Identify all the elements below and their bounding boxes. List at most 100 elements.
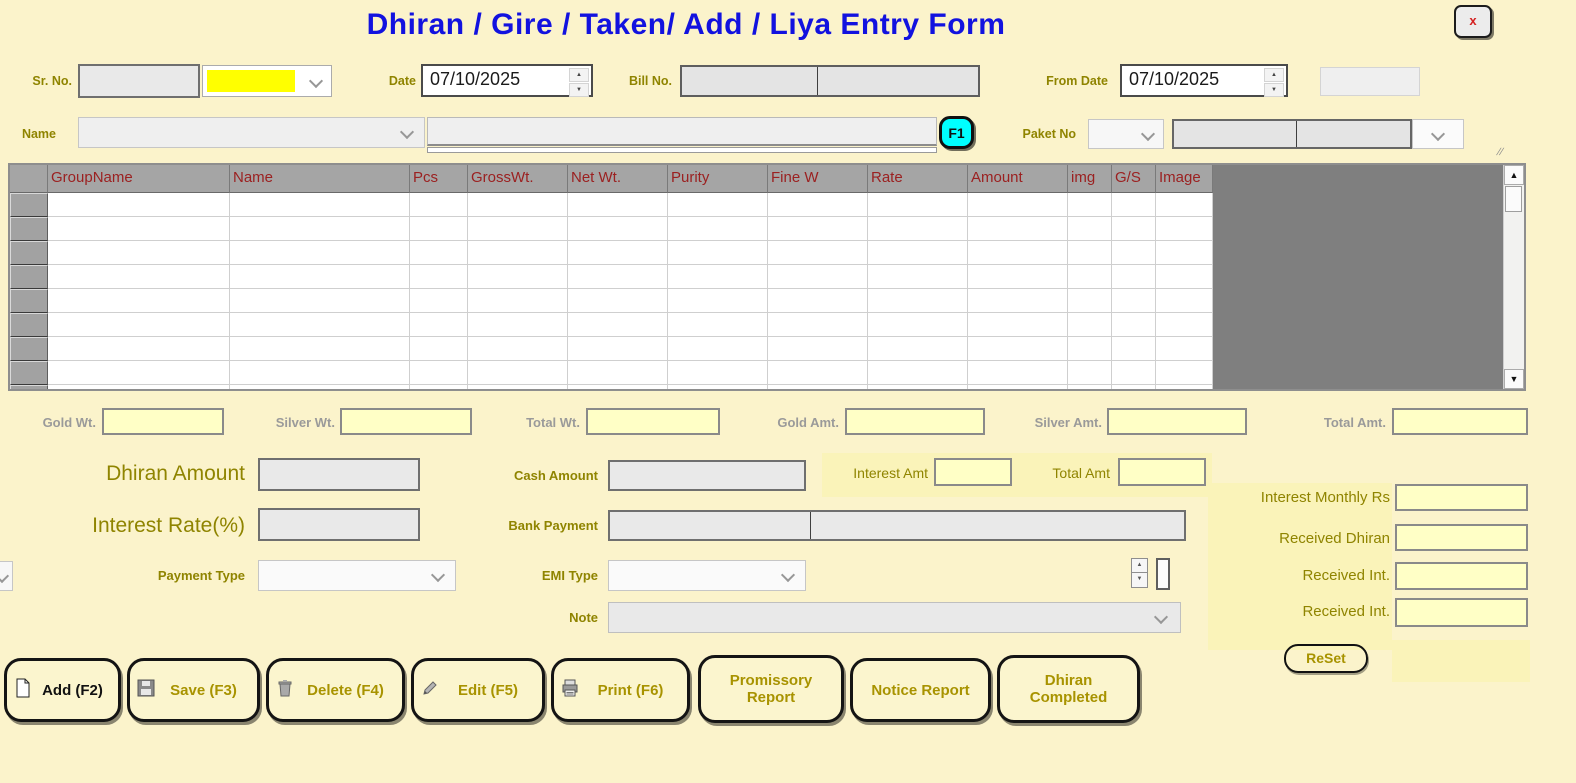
resize-grip-icon[interactable]: //	[1494, 147, 1505, 158]
grid-cell[interactable]	[1156, 193, 1213, 217]
gold-wt-input[interactable]	[102, 408, 224, 435]
grid-cell[interactable]	[230, 313, 410, 337]
row-header-cell[interactable]	[10, 313, 48, 337]
grid-cell[interactable]	[230, 241, 410, 265]
save-button[interactable]: Save (F3)	[127, 658, 260, 722]
spinner-up-icon[interactable]: ▲	[1131, 558, 1148, 573]
from-date-input[interactable]: 07/10/2025 ▲ ▼	[1120, 64, 1288, 97]
grid-cell[interactable]	[48, 265, 230, 289]
grid-cell[interactable]	[668, 289, 768, 313]
grid-cell[interactable]	[410, 193, 468, 217]
column-header-9[interactable]: img	[1068, 165, 1112, 193]
grid-cell[interactable]	[468, 241, 568, 265]
grid-cell[interactable]	[1068, 193, 1112, 217]
dhiran-completed-button[interactable]: Dhiran Completed	[997, 655, 1140, 723]
received-int-1-input[interactable]	[1395, 562, 1528, 590]
total-amt2-input[interactable]	[1118, 458, 1206, 486]
delete-button[interactable]: Delete (F4)	[266, 658, 405, 722]
grid-cell[interactable]	[568, 289, 668, 313]
grid-cell[interactable]	[48, 289, 230, 313]
reset-button[interactable]: ReSet	[1284, 644, 1368, 673]
items-grid[interactable]: GroupName Name Pcs GrossWt. Net Wt. Purity Fin…	[8, 163, 1526, 391]
grid-cell[interactable]	[230, 193, 410, 217]
grid-cell[interactable]	[568, 337, 668, 361]
column-header-0[interactable]: GroupName	[48, 165, 230, 193]
grid-cell[interactable]	[968, 289, 1068, 313]
grid-cell[interactable]	[768, 313, 868, 337]
grid-cell[interactable]	[468, 361, 568, 385]
grid-cell[interactable]	[410, 337, 468, 361]
grid-cell[interactable]	[230, 217, 410, 241]
grid-cell[interactable]	[968, 385, 1068, 389]
grid-cell[interactable]	[468, 337, 568, 361]
column-header-3[interactable]: GrossWt.	[468, 165, 568, 193]
grid-cell[interactable]	[668, 313, 768, 337]
grid-cell[interactable]	[768, 193, 868, 217]
grid-cell[interactable]	[568, 265, 668, 289]
grid-cell[interactable]	[668, 193, 768, 217]
cash-amount-input[interactable]	[608, 460, 806, 491]
column-header-2[interactable]: Pcs	[410, 165, 468, 193]
close-button[interactable]: x	[1454, 5, 1492, 38]
sr-no-input[interactable]	[78, 64, 200, 98]
row-header-cell[interactable]	[10, 337, 48, 361]
total-amt-input[interactable]	[1392, 408, 1528, 435]
grid-cell[interactable]	[1068, 217, 1112, 241]
grid-cell[interactable]	[1068, 265, 1112, 289]
grid-cell[interactable]	[1112, 289, 1156, 313]
name-combobox[interactable]	[78, 117, 425, 148]
column-header-5[interactable]: Purity	[668, 165, 768, 193]
grid-cell[interactable]	[1068, 361, 1112, 385]
grid-cell[interactable]	[868, 361, 968, 385]
paket-no-combobox[interactable]	[1088, 119, 1164, 149]
interest-amt-input[interactable]	[934, 458, 1012, 486]
paket-detail-input[interactable]	[1172, 119, 1412, 149]
grid-cell[interactable]	[48, 241, 230, 265]
dhiran-amount-input[interactable]	[258, 458, 420, 491]
grid-cell[interactable]	[968, 241, 1068, 265]
column-header-7[interactable]: Rate	[868, 165, 968, 193]
grid-cell[interactable]	[48, 313, 230, 337]
grid-cell[interactable]	[1068, 289, 1112, 313]
grid-cell[interactable]	[768, 385, 868, 389]
grid-cell[interactable]	[868, 337, 968, 361]
column-header-6[interactable]: Fine W	[768, 165, 868, 193]
column-header-4[interactable]: Net Wt.	[568, 165, 668, 193]
column-header-10[interactable]: G/S	[1112, 165, 1156, 193]
grid-cell[interactable]	[1156, 361, 1213, 385]
grid-cell[interactable]	[468, 385, 568, 389]
grid-vertical-scrollbar[interactable]: ▲ ▼	[1503, 165, 1524, 389]
add-button[interactable]: Add (F2)	[4, 658, 121, 722]
spinner-down-icon[interactable]: ▼	[1264, 83, 1284, 97]
grid-cell[interactable]	[1112, 265, 1156, 289]
interest-rate-input[interactable]	[258, 508, 420, 541]
grid-cell[interactable]	[230, 385, 410, 389]
grid-cell[interactable]	[1068, 241, 1112, 265]
grid-cell[interactable]	[410, 313, 468, 337]
grid-cell[interactable]	[1068, 313, 1112, 337]
from-date-spinner[interactable]: ▲ ▼	[1264, 68, 1284, 97]
grid-cell[interactable]	[1068, 337, 1112, 361]
date-spinner[interactable]: ▲ ▼	[569, 68, 589, 97]
grid-cell[interactable]	[48, 361, 230, 385]
grid-cell[interactable]	[768, 289, 868, 313]
bank-payment-input[interactable]	[608, 510, 1186, 541]
grid-cell[interactable]	[230, 361, 410, 385]
paket-dropdown-button[interactable]	[1412, 119, 1464, 149]
date-input[interactable]: 07/10/2025 ▲ ▼	[421, 64, 593, 97]
grid-cell[interactable]	[768, 265, 868, 289]
grid-cell[interactable]	[410, 241, 468, 265]
grid-cell[interactable]	[468, 217, 568, 241]
grid-cell[interactable]	[1112, 217, 1156, 241]
grid-cell[interactable]	[968, 313, 1068, 337]
grid-cell[interactable]	[1156, 385, 1213, 389]
silver-wt-input[interactable]	[340, 408, 472, 435]
grid-cell[interactable]	[468, 313, 568, 337]
received-dhiran-input[interactable]	[1395, 524, 1528, 551]
grid-cell[interactable]	[868, 289, 968, 313]
received-int-2-input[interactable]	[1395, 598, 1528, 627]
grid-cell[interactable]	[768, 241, 868, 265]
grid-cell[interactable]	[410, 289, 468, 313]
total-wt-input[interactable]	[586, 408, 720, 435]
grid-cell[interactable]	[468, 193, 568, 217]
